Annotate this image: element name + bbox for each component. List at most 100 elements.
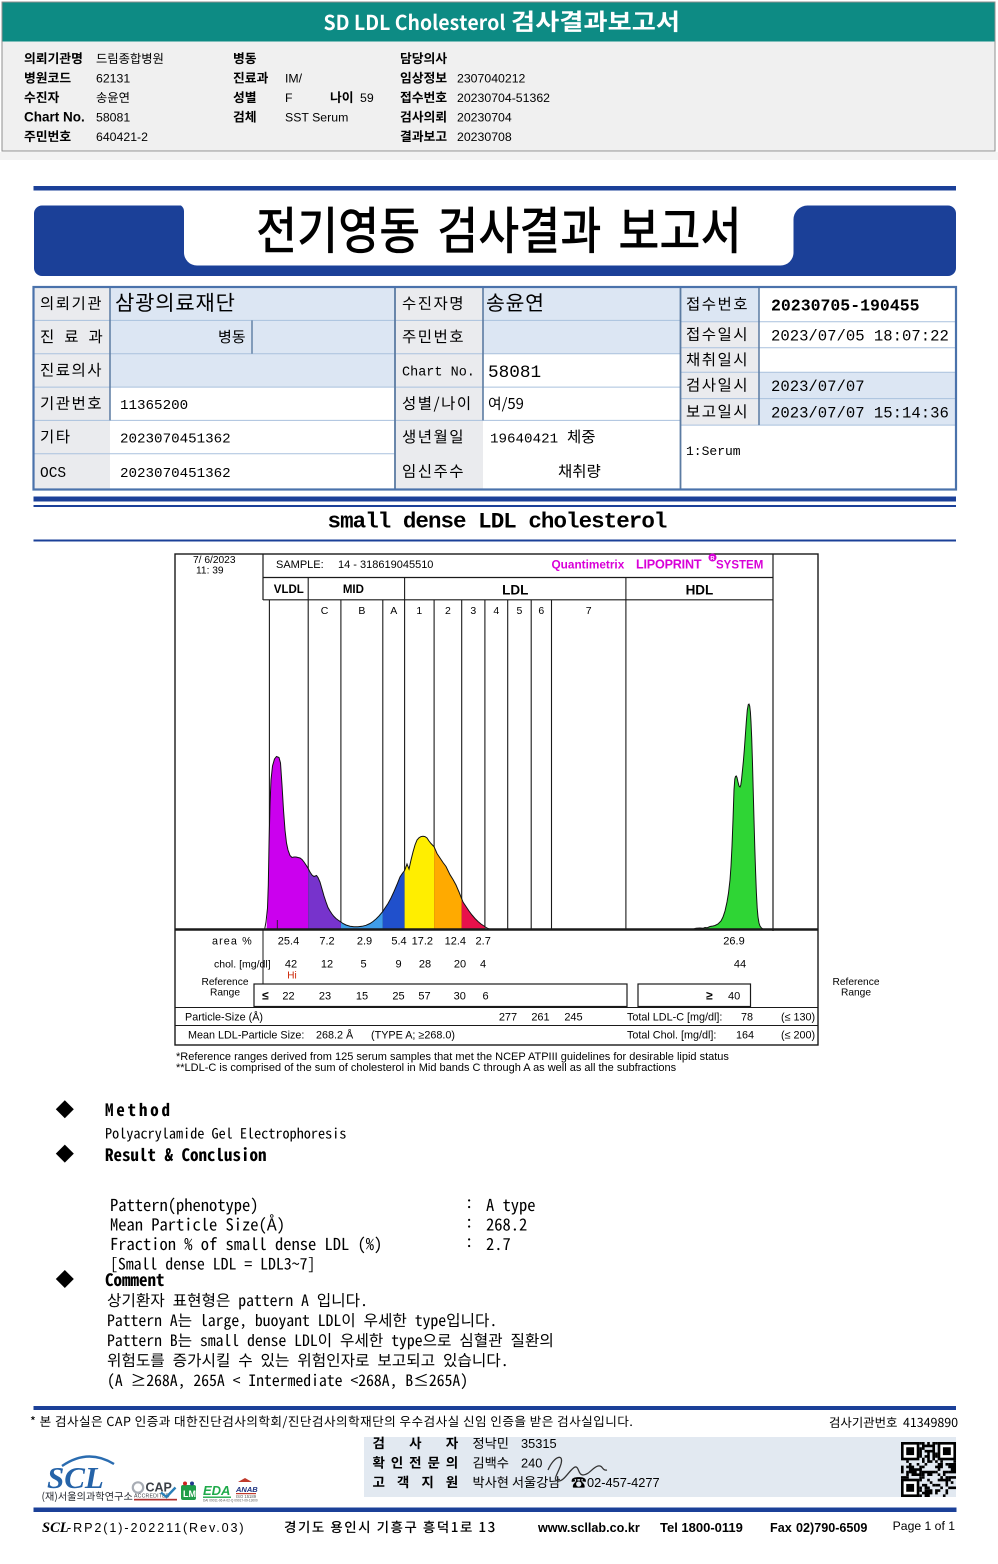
svg-text:2023070451362: 2023070451362 (120, 431, 231, 447)
svg-text:LDL: LDL (502, 583, 528, 598)
svg-text:2023/07/05 18:07:22: 2023/07/05 18:07:22 (771, 327, 949, 345)
svg-text:Tel 1800-0119: Tel 1800-0119 (660, 1520, 743, 1535)
svg-text:2.9: 2.9 (357, 936, 372, 948)
svg-text:25.4: 25.4 (278, 936, 299, 948)
svg-text:25: 25 (392, 991, 404, 1003)
svg-text:A: A (390, 605, 397, 617)
svg-text:-RP2(1)-202211(Rev.03): -RP2(1)-202211(Rev.03) (67, 1521, 246, 1535)
svg-text:20230704-51362: 20230704-51362 (457, 91, 550, 105)
svg-text:7.2: 7.2 (319, 936, 334, 948)
svg-text:42: 42 (285, 959, 297, 971)
svg-text:58081: 58081 (96, 111, 130, 125)
svg-text:Chart No.: Chart No. (402, 366, 475, 381)
svg-text:area %: area % (212, 936, 253, 948)
svg-text:VLDL: VLDL (274, 584, 304, 596)
svg-text:≤: ≤ (262, 989, 269, 1003)
svg-text:B: B (358, 605, 365, 617)
svg-text:12: 12 (321, 959, 333, 971)
svg-text:40: 40 (728, 991, 740, 1003)
svg-text:17.2: 17.2 (412, 936, 433, 948)
svg-text:02)790-6509: 02)790-6509 (796, 1521, 867, 1535)
svg-text:240: 240 (521, 1456, 542, 1471)
svg-text:≥: ≥ (706, 989, 713, 1003)
svg-text:Chart No.: Chart No. (24, 110, 85, 125)
svg-text:30: 30 (454, 991, 466, 1003)
svg-text:small dense LDL cholesterol: small dense LDL cholesterol (328, 509, 667, 535)
svg-text:20230704: 20230704 (457, 111, 512, 125)
svg-text:62131: 62131 (96, 72, 130, 86)
svg-text:SCL: SCL (47, 1460, 104, 1495)
svg-text:DAI 09011-06 A-02-Q 09017-09-1: DAI 09011-06 A-02-Q 09017-09-13000 (203, 1499, 258, 1503)
svg-text:57: 57 (418, 991, 430, 1003)
svg-text:Fax: Fax (770, 1521, 792, 1535)
svg-text:(≤ 200): (≤ 200) (781, 1030, 815, 1042)
svg-text:5.4: 5.4 (391, 936, 406, 948)
svg-text:640421-2: 640421-2 (96, 130, 148, 144)
svg-text:*Reference ranges derived from: *Reference ranges derived from 125 serum… (176, 1051, 729, 1063)
svg-text:Range: Range (210, 988, 240, 999)
svg-text:5: 5 (517, 605, 523, 617)
svg-text:261: 261 (531, 1012, 549, 1024)
svg-text:20: 20 (454, 959, 466, 971)
svg-text:IM/: IM/ (285, 72, 303, 86)
svg-text:14 - 318619045510: 14 - 318619045510 (338, 559, 433, 571)
svg-text:C: C (321, 605, 329, 617)
svg-text:20230705-190455: 20230705-190455 (771, 296, 920, 315)
svg-text:Particle-Size (Å): Particle-Size (Å) (185, 1011, 263, 1024)
svg-text:35315: 35315 (521, 1436, 557, 1451)
svg-text:2.7: 2.7 (476, 936, 491, 948)
svg-text:164: 164 (736, 1030, 754, 1042)
svg-text:ISO 15189: ISO 15189 (236, 1494, 257, 1499)
svg-text:2307040212: 2307040212 (457, 72, 526, 86)
svg-text:12.4: 12.4 (445, 936, 466, 948)
svg-text:19640421: 19640421 (490, 431, 558, 447)
svg-text:44: 44 (734, 959, 746, 971)
svg-text:CAP: CAP (146, 1481, 172, 1495)
svg-text:Page 1 of 1: Page 1 of 1 (893, 1519, 956, 1533)
svg-text:7/ 6/2023: 7/ 6/2023 (193, 555, 236, 566)
svg-text:Reference: Reference (201, 977, 248, 988)
svg-text:OCS: OCS (40, 466, 66, 482)
svg-text:7: 7 (586, 605, 592, 617)
svg-text:4: 4 (480, 959, 486, 971)
svg-text:**LDL-C is comprised of the su: **LDL-C is comprised of the sum of chole… (176, 1062, 677, 1074)
svg-text:F: F (285, 91, 293, 105)
svg-text:SCL: SCL (42, 1520, 69, 1536)
svg-text:268.2 Å: 268.2 Å (316, 1029, 354, 1042)
svg-text:23: 23 (319, 991, 331, 1003)
svg-text:78: 78 (741, 1012, 753, 1024)
svg-text:1: 1 (416, 605, 422, 617)
svg-text:2023/07/07 15:14:36: 2023/07/07 15:14:36 (771, 404, 949, 422)
svg-text:9: 9 (395, 959, 401, 971)
svg-text:4: 4 (493, 605, 499, 617)
svg-text:HDL: HDL (686, 583, 714, 598)
svg-text:6: 6 (482, 991, 488, 1003)
svg-text:Total LDL-C [mg/dl]:: Total LDL-C [mg/dl]: (627, 1012, 722, 1024)
svg-text:20230708: 20230708 (457, 130, 512, 144)
svg-text:www.scllab.co.kr: www.scllab.co.kr (537, 1521, 640, 1535)
svg-text:R: R (710, 556, 715, 562)
svg-text:5: 5 (360, 959, 366, 971)
svg-text:3: 3 (470, 605, 476, 617)
svg-text:(≤ 130): (≤ 130) (781, 1012, 815, 1024)
svg-text:28: 28 (419, 959, 431, 971)
svg-text:Hi: Hi (287, 971, 296, 982)
svg-text:SAMPLE:: SAMPLE: (276, 559, 324, 571)
svg-text:22: 22 (282, 991, 294, 1003)
svg-text:ANAB: ANAB (235, 1485, 258, 1494)
svg-text:(TYPE A; ≥268.0): (TYPE A; ≥268.0) (371, 1030, 455, 1042)
svg-text:SYSTEM: SYSTEM (716, 560, 763, 572)
svg-text:SST Serum: SST Serum (285, 111, 348, 125)
svg-text:26.9: 26.9 (723, 936, 744, 948)
svg-text:EDA: EDA (203, 1483, 230, 1498)
svg-text:2023/07/07: 2023/07/07 (771, 378, 865, 396)
svg-text:chol. [mg/dl]: chol. [mg/dl] (214, 959, 271, 971)
svg-text:245: 245 (564, 1012, 582, 1024)
svg-text:11: 39: 11: 39 (196, 566, 224, 577)
svg-text:6: 6 (538, 605, 544, 617)
svg-text:Total Chol. [mg/dl]:: Total Chol. [mg/dl]: (627, 1030, 716, 1042)
svg-text:59: 59 (360, 91, 374, 105)
svg-text:Quantimetrix: Quantimetrix (552, 558, 625, 572)
svg-text:ACCREDITED: ACCREDITED (134, 1494, 170, 1500)
svg-text:LIPOPRINT: LIPOPRINT (636, 558, 702, 572)
